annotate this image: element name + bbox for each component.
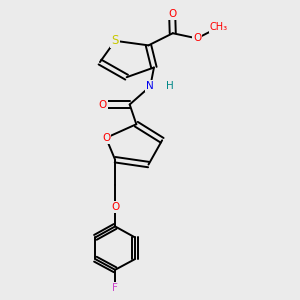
- Text: CH₃: CH₃: [210, 22, 228, 32]
- Text: S: S: [111, 34, 119, 47]
- Text: O: O: [168, 8, 176, 19]
- Text: O: O: [193, 33, 201, 43]
- Text: O: O: [99, 100, 107, 110]
- Text: F: F: [112, 283, 118, 293]
- Text: N: N: [146, 81, 154, 91]
- Text: H: H: [166, 81, 174, 91]
- Text: O: O: [111, 202, 119, 212]
- Text: O: O: [102, 133, 110, 143]
